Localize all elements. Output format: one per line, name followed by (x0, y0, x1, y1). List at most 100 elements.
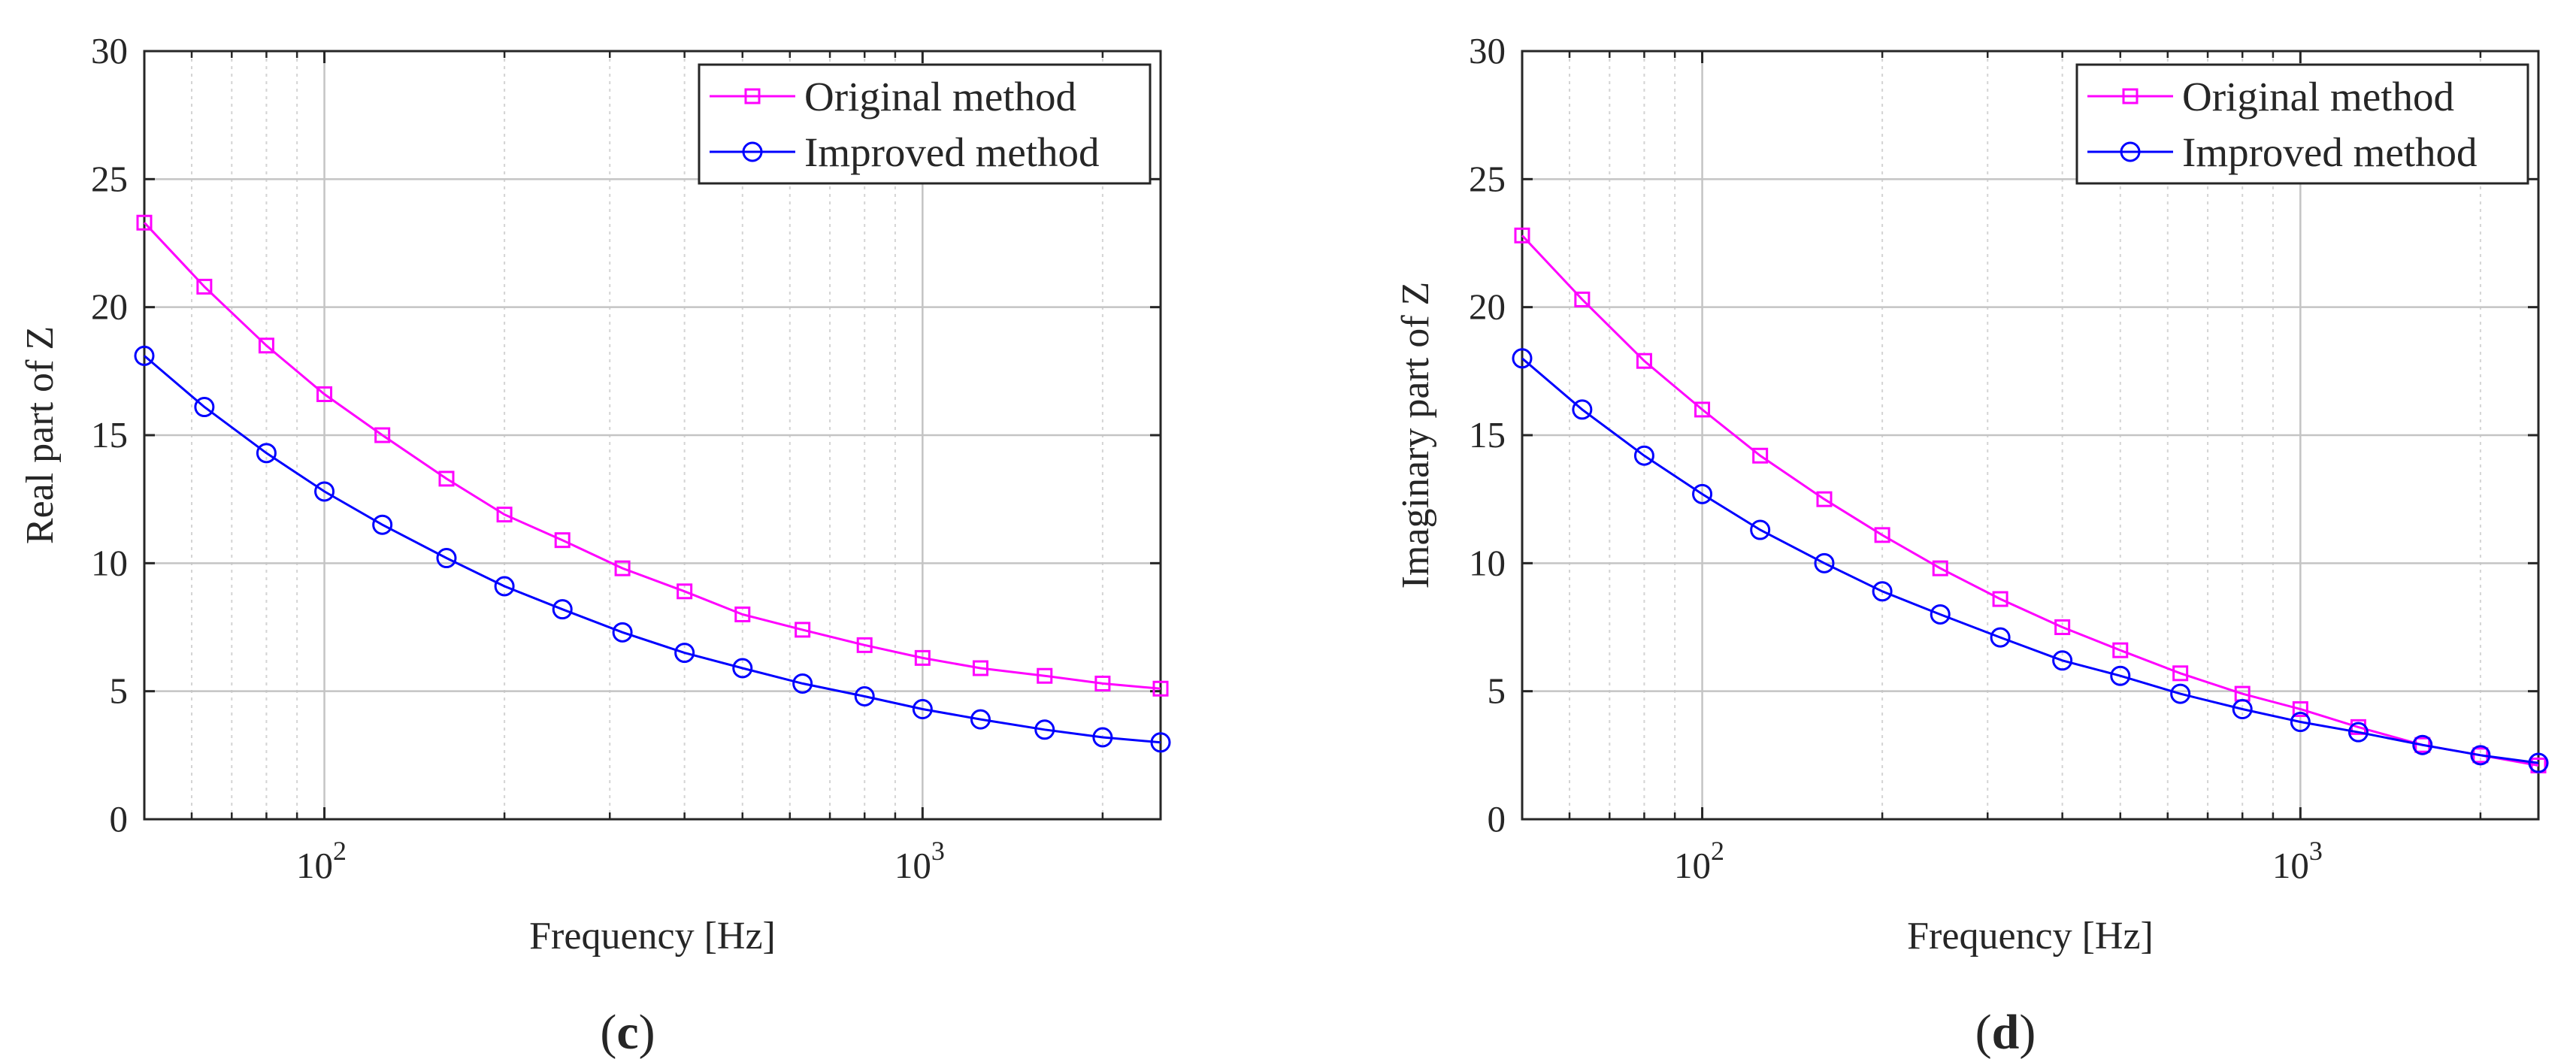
data-point-improved (1814, 552, 1835, 573)
data-point-original (1574, 291, 1591, 307)
legend-box (698, 63, 1152, 185)
x-tick-base: 10 (894, 845, 931, 886)
data-point-improved (1930, 604, 1951, 625)
data-point-original (734, 606, 751, 622)
data-point-improved (612, 622, 633, 643)
data-point-original (554, 532, 571, 549)
data-point-original (2112, 642, 2129, 658)
x-tick-base: 10 (296, 845, 333, 886)
x-tick-exponent: 2 (333, 836, 347, 866)
data-point-improved (674, 643, 695, 664)
panel-label-part: ) (639, 1005, 655, 1060)
data-point-improved (2110, 665, 2131, 686)
data-point-improved (1990, 627, 2011, 648)
y-tick-label: 20 (91, 286, 128, 328)
data-point-improved (256, 443, 277, 464)
data-point-improved (2347, 722, 2369, 743)
series-line-original (143, 222, 1161, 690)
data-point-original (2172, 665, 2189, 682)
data-point-improved (494, 576, 515, 597)
x-tick-label: 103 (2272, 836, 2323, 886)
data-point-original (914, 649, 931, 666)
data-point-original (1874, 527, 1890, 543)
y-tick-label: 30 (1469, 30, 1506, 71)
data-point-improved (1572, 399, 1593, 420)
series-line-improved (1521, 357, 2539, 764)
y-tick-label: 30 (91, 30, 128, 71)
y-axis-label: Real part of Z (19, 326, 62, 544)
data-point-improved (2052, 650, 2073, 671)
y-axis-label: Imaginary part of Z (1394, 282, 1437, 589)
panel-label-part: ( (1975, 1005, 1992, 1060)
data-point-original (1992, 591, 2008, 607)
data-point-improved (1034, 719, 1055, 740)
panel-label-part: ( (600, 1005, 616, 1060)
data-point-improved (552, 599, 573, 620)
data-point-original (258, 337, 274, 354)
data-point-original (136, 214, 153, 231)
data-point-improved (1512, 348, 1533, 369)
data-point-original (1636, 352, 1652, 369)
y-tick-label: 25 (1469, 158, 1506, 199)
data-point-improved (194, 397, 215, 418)
panel-label-part: d (1992, 1005, 2020, 1060)
data-point-original (196, 278, 213, 295)
y-tick-label: 15 (91, 414, 128, 455)
x-tick-label: 102 (296, 836, 347, 886)
legend-label: Improved method (2182, 129, 2478, 175)
data-point-original (972, 660, 988, 676)
data-point-original (677, 583, 693, 600)
series-line-improved (144, 355, 1161, 744)
y-tick-label: 0 (110, 798, 129, 840)
data-point-original (1152, 680, 1169, 697)
y-tick-label: 15 (1469, 414, 1506, 455)
data-point-improved (372, 514, 393, 535)
legend-label: Original method (2182, 74, 2454, 120)
x-tick-exponent: 3 (931, 836, 945, 866)
data-point-improved (1092, 727, 1113, 748)
legend-label: Original method (804, 74, 1076, 120)
data-point-original (614, 560, 631, 576)
data-point-original (1694, 401, 1711, 418)
data-point-original (2414, 737, 2431, 753)
panel-label: (c) (600, 1005, 655, 1060)
data-point-original (316, 386, 333, 402)
series-line-original (1521, 234, 2539, 767)
data-point-improved (2170, 683, 2191, 704)
x-tick-base: 10 (2272, 845, 2309, 886)
panel-label-part: ) (2019, 1005, 2036, 1060)
legend-box (2075, 63, 2529, 185)
y-tick-label: 20 (1469, 286, 1506, 328)
y-tick-label: 0 (1488, 798, 1506, 840)
legend-marker-circle (742, 141, 763, 162)
data-point-improved (1633, 445, 1654, 466)
legend-marker-circle (2120, 141, 2141, 162)
data-point-original (2292, 701, 2308, 718)
x-tick-base: 10 (1674, 845, 1711, 886)
panel-label-part: c (616, 1005, 638, 1060)
x-axis-label: Frequency [Hz] (529, 915, 776, 958)
data-point-improved (1750, 519, 1771, 540)
data-point-improved (2470, 745, 2491, 766)
legend: Original method Improved method (698, 63, 1152, 185)
data-point-improved (314, 481, 335, 502)
data-point-original (374, 427, 391, 443)
data-point-original (1037, 667, 1053, 684)
data-point-improved (970, 709, 991, 730)
x-tick-exponent: 2 (1711, 836, 1724, 866)
data-point-improved (1692, 483, 1713, 504)
panel-label: (d) (1975, 1005, 2036, 1060)
data-point-improved (2528, 752, 2549, 773)
data-point-improved (436, 548, 457, 569)
data-point-improved (1872, 581, 1893, 602)
data-point-improved (2412, 734, 2433, 755)
data-point-original (1514, 227, 1530, 244)
legend-label: Improved method (804, 129, 1100, 175)
x-tick-exponent: 3 (2309, 836, 2323, 866)
data-point-original (1816, 491, 1833, 507)
y-tick-label: 5 (110, 670, 129, 712)
data-point-original (438, 470, 455, 487)
